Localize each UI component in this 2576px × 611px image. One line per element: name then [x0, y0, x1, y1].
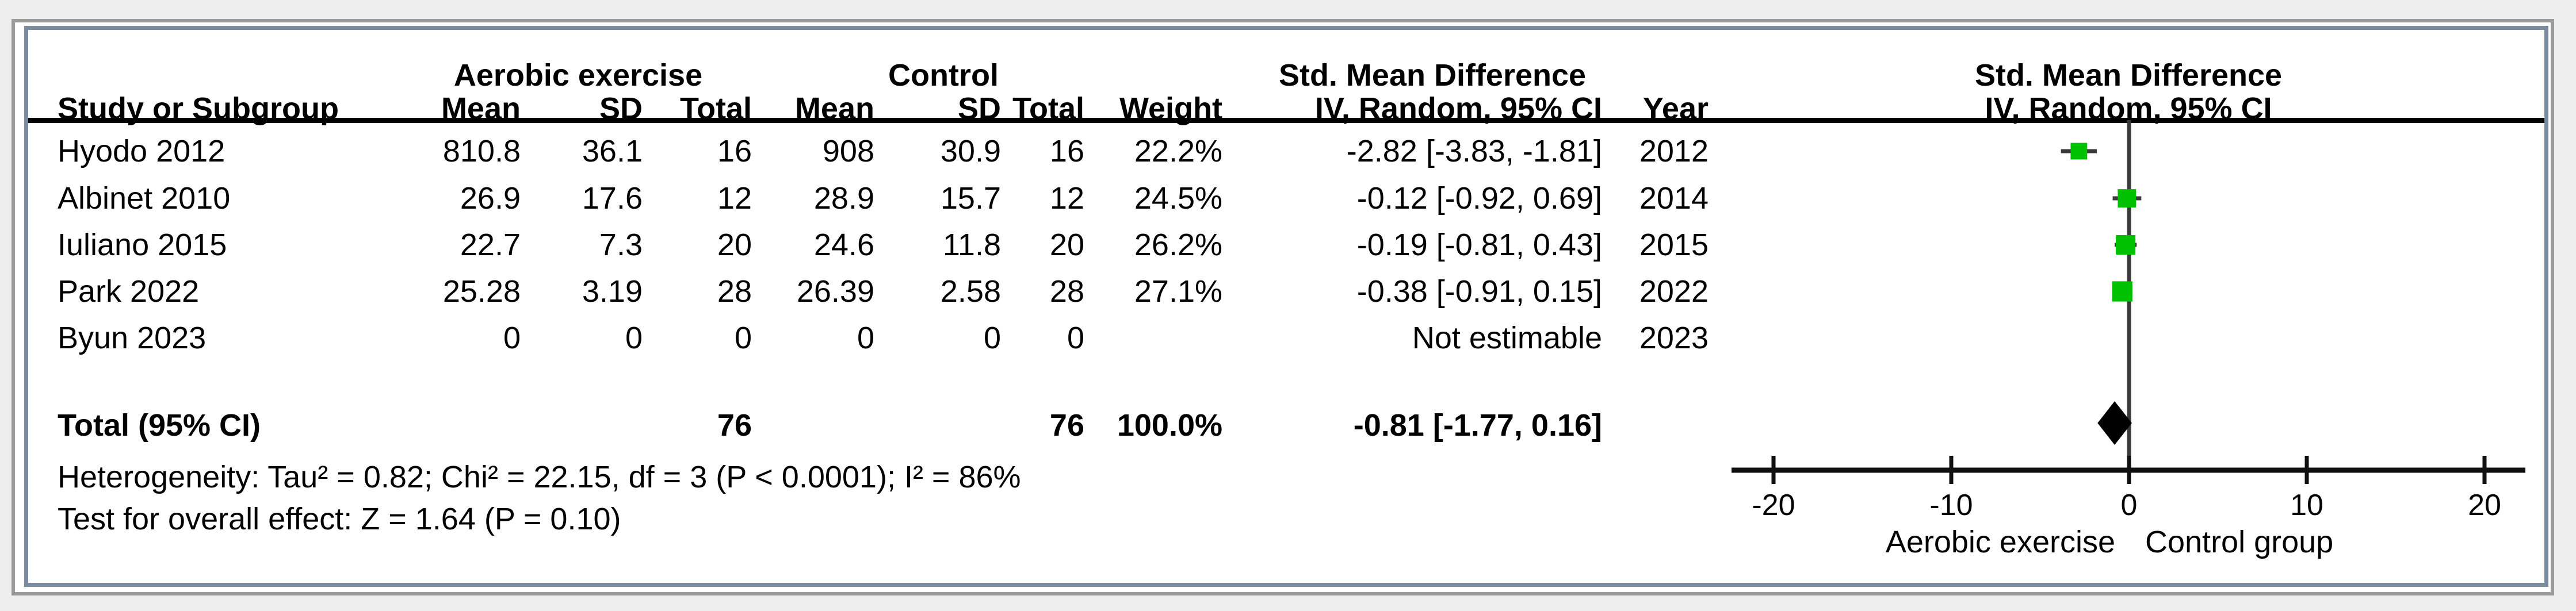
total-label: Total (95% CI): [58, 408, 261, 443]
exp-mean: 25.28: [442, 274, 521, 309]
ctl-sd: 11.8: [942, 228, 1001, 262]
ctl-sd: 0: [983, 321, 1001, 355]
total-weight: 100.0%: [1117, 408, 1222, 443]
study-name: Iuliano 2015: [58, 228, 227, 262]
exp-sd: 7.3: [599, 228, 643, 262]
study-row: Park 2022 25.28 3.19 28 26.39 2.58 28 27.1% -0.3…: [0, 274, 2576, 309]
ci-text: -0.12 [-0.92, 0.69]: [1356, 181, 1602, 216]
ctl-total: 12: [1049, 181, 1084, 216]
exp-total: 0: [734, 321, 752, 355]
ctl-mean: 0: [857, 321, 874, 355]
exp-mean: 0: [503, 321, 521, 355]
ctl-sd: 30.9: [940, 134, 1001, 168]
weight: 27.1%: [1134, 274, 1222, 309]
ci-text: -0.38 [-0.91, 0.15]: [1356, 274, 1602, 309]
exp-mean: 22.7: [460, 228, 521, 262]
study-row: Hyodo 2012 810.8 36.1 16 908 30.9 16 22.2% -2.82…: [0, 133, 2576, 169]
study-name: Hyodo 2012: [58, 134, 226, 168]
ctl-mean: 28.9: [813, 181, 874, 216]
exp-total: 28: [717, 274, 752, 309]
exp-total: 20: [717, 228, 752, 262]
ctl-sd: 2.58: [940, 274, 1001, 309]
weight: 22.2%: [1134, 134, 1222, 168]
ctl-mean: 26.39: [796, 274, 874, 309]
study-row: Byun 2023 0 0 0 0 0 0 Not estimable 2023: [0, 320, 2576, 356]
ctl-total: 16: [1049, 134, 1084, 168]
total-ci: -0.81 [-1.77, 0.16]: [1353, 408, 1602, 443]
year: 2014: [1639, 181, 1709, 216]
weight: 24.5%: [1134, 181, 1222, 216]
exp-sd: 17.6: [582, 181, 643, 216]
weight: 26.2%: [1134, 228, 1222, 262]
study-row: Iuliano 2015 22.7 7.3 20 24.6 11.8 20 26.2% -0.1…: [0, 227, 2576, 263]
favours-left-label: Aerobic exercise: [1885, 525, 2115, 559]
year: 2015: [1639, 228, 1709, 262]
exp-sd: 0: [625, 321, 643, 355]
overall-effect-line: Test for overall effect: Z = 1.64 (P = 0…: [58, 502, 621, 536]
exp-total: 12: [717, 181, 752, 216]
year: 2022: [1639, 274, 1709, 309]
total-row: Total (95% CI) 76 76 100.0% -0.81 [-1.77…: [0, 408, 2576, 443]
ctl-sd: 15.7: [940, 181, 1001, 216]
group-header-smd: Std. Mean Difference: [1278, 58, 1587, 93]
total-ctl-total: 76: [1049, 408, 1084, 443]
study-name: Park 2022: [58, 274, 200, 309]
ci-text: -0.19 [-0.81, 0.43]: [1356, 228, 1602, 262]
exp-sd: 36.1: [582, 134, 643, 168]
exp-sd: 3.19: [582, 274, 643, 309]
group-header-control: Control: [888, 58, 999, 93]
ctl-total: 0: [1067, 321, 1084, 355]
study-name: Albinet 2010: [58, 181, 231, 216]
ctl-mean: 24.6: [813, 228, 874, 262]
study-name: Byun 2023: [58, 321, 207, 355]
exp-total: 16: [717, 134, 752, 168]
year: 2012: [1639, 134, 1709, 168]
total-exp-total: 76: [717, 408, 752, 443]
plot-header-smd: Std. Mean Difference: [1974, 58, 2283, 93]
ctl-total: 28: [1049, 274, 1084, 309]
favours-right-label: Control group: [2145, 525, 2334, 559]
ci-text: Not estimable: [1412, 321, 1602, 355]
heterogeneity-line: Heterogeneity: Tau² = 0.82; Chi² = 22.15…: [58, 460, 1021, 494]
header-rule: [28, 118, 2544, 123]
study-row: Albinet 2010 26.9 17.6 12 28.9 15.7 12 24.5% -0.…: [0, 180, 2576, 216]
exp-mean: 810.8: [442, 134, 521, 168]
group-header-experimental: Aerobic exercise: [453, 58, 703, 93]
year: 2023: [1639, 321, 1709, 355]
ctl-total: 20: [1049, 228, 1084, 262]
ctl-mean: 908: [822, 134, 874, 168]
ci-text: -2.82 [-3.83, -1.81]: [1346, 134, 1602, 168]
exp-mean: 26.9: [460, 181, 521, 216]
